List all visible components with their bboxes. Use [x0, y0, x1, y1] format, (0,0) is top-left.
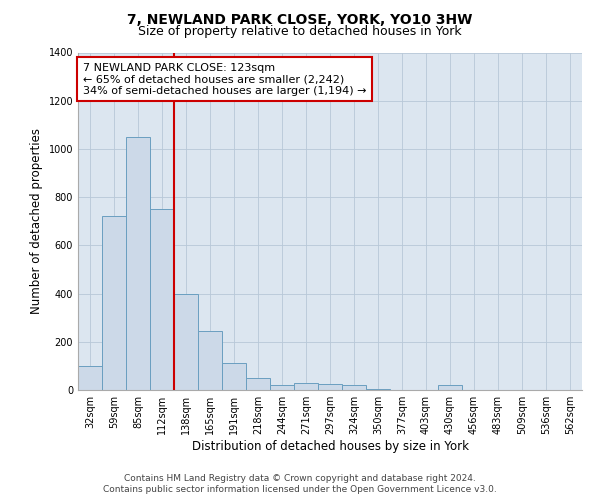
- Bar: [198, 331, 222, 390]
- Y-axis label: Number of detached properties: Number of detached properties: [30, 128, 43, 314]
- Bar: [78, 366, 102, 390]
- Bar: [342, 385, 366, 390]
- Bar: [270, 385, 294, 390]
- Text: Size of property relative to detached houses in York: Size of property relative to detached ho…: [138, 25, 462, 38]
- Bar: [102, 216, 126, 390]
- Text: Contains HM Land Registry data © Crown copyright and database right 2024.
Contai: Contains HM Land Registry data © Crown c…: [103, 474, 497, 494]
- Bar: [222, 364, 246, 390]
- Text: 7, NEWLAND PARK CLOSE, YORK, YO10 3HW: 7, NEWLAND PARK CLOSE, YORK, YO10 3HW: [127, 12, 473, 26]
- Bar: [366, 389, 390, 390]
- Bar: [150, 209, 174, 390]
- Bar: [318, 384, 342, 390]
- Text: 7 NEWLAND PARK CLOSE: 123sqm
← 65% of detached houses are smaller (2,242)
34% of: 7 NEWLAND PARK CLOSE: 123sqm ← 65% of de…: [83, 62, 367, 96]
- X-axis label: Distribution of detached houses by size in York: Distribution of detached houses by size …: [191, 440, 469, 453]
- Bar: [294, 383, 318, 390]
- Bar: [126, 137, 150, 390]
- Bar: [174, 294, 198, 390]
- Bar: [438, 385, 462, 390]
- Bar: [246, 378, 270, 390]
